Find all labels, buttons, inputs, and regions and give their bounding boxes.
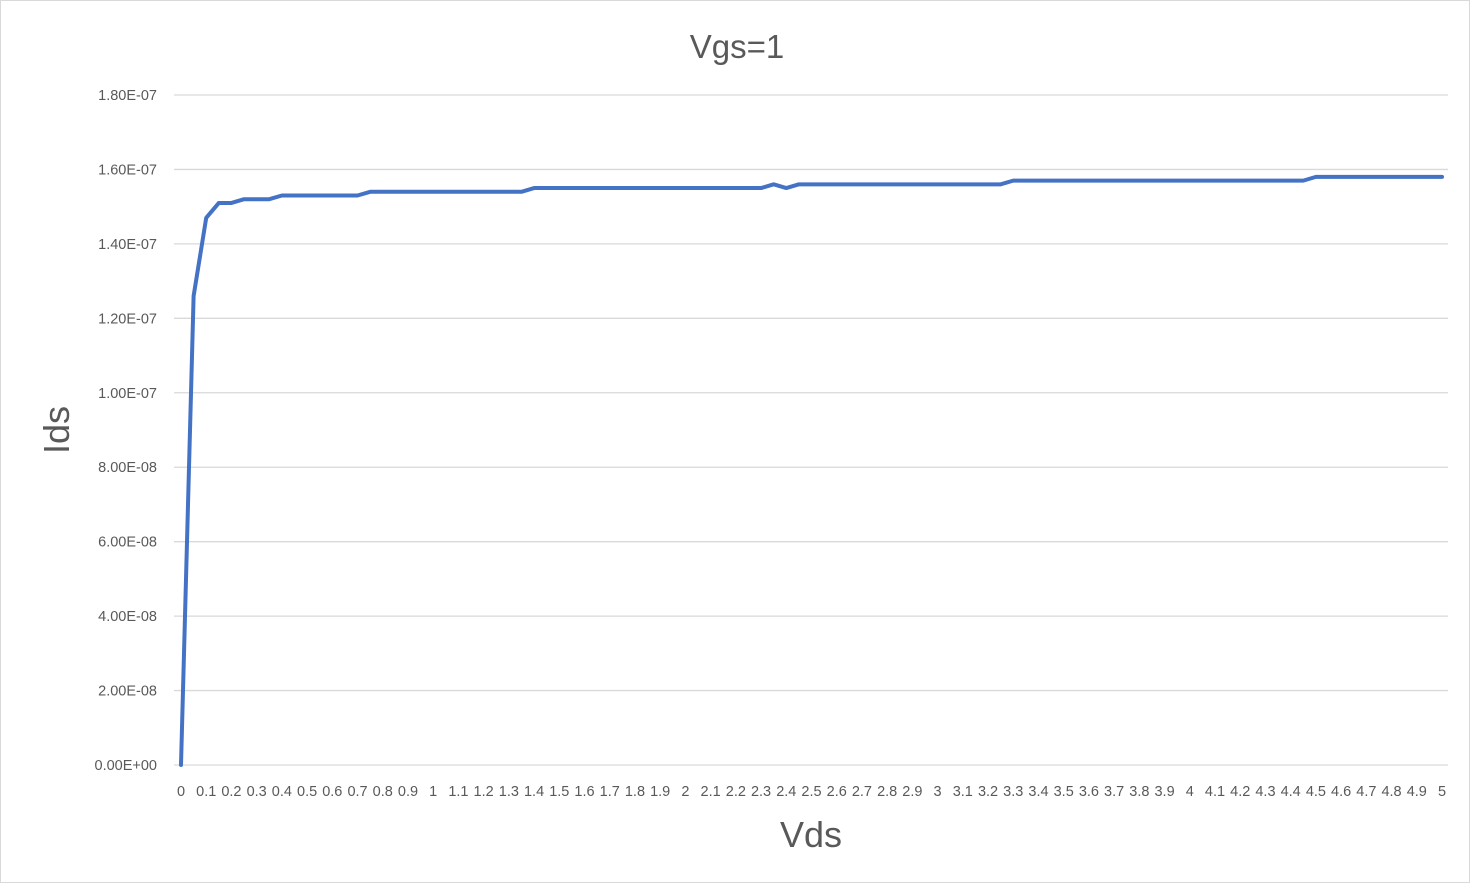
x-tick-label: 3.4 xyxy=(1028,784,1048,800)
x-tick-label: 2 xyxy=(681,784,689,800)
x-tick-label: 0.6 xyxy=(322,784,342,800)
chart-title: Vgs=1 xyxy=(690,28,785,65)
x-tick-label: 4.4 xyxy=(1281,784,1301,800)
x-tick-label: 0 xyxy=(177,784,185,800)
x-tick-label: 3.2 xyxy=(978,784,998,800)
series-layer xyxy=(179,174,1444,767)
x-tick-label: 2.6 xyxy=(827,784,847,800)
x-tick-label: 4 xyxy=(1186,784,1194,800)
x-tick-label: 3 xyxy=(934,784,942,800)
x-tick-label: 3.6 xyxy=(1079,784,1099,800)
x-tick-label: 0.4 xyxy=(272,784,292,800)
x-axis-tick-labels: 0 0.1 0.2 0.3 0.4 0.5 0.6 0.7 0.8 0.9 1 1.1 1.2 1.3 1.… xyxy=(177,784,1446,800)
x-tick-label: 4.8 xyxy=(1381,784,1401,800)
x-axis-title: Vds xyxy=(780,814,842,855)
x-tick-label: 1.5 xyxy=(549,784,569,800)
x-tick-label: 3.5 xyxy=(1054,784,1074,800)
series-line xyxy=(179,174,1444,767)
x-tick-label: 2.2 xyxy=(726,784,746,800)
y-tick-label: 4.00E-08 xyxy=(98,609,157,625)
x-tick-label: 4.5 xyxy=(1306,784,1326,800)
y-tick-label: 1.20E-07 xyxy=(98,311,157,327)
x-tick-label: 2.9 xyxy=(902,784,922,800)
y-tick-label: 6.00E-08 xyxy=(98,535,157,551)
x-tick-label: 3.1 xyxy=(953,784,973,800)
x-tick-label: 5 xyxy=(1438,784,1446,800)
y-tick-label: 1.80E-07 xyxy=(98,88,157,104)
x-tick-label: 2.3 xyxy=(751,784,771,800)
x-tick-label: 1.8 xyxy=(625,784,645,800)
x-tick-label: 4.9 xyxy=(1407,784,1427,800)
y-tick-label: 1.40E-07 xyxy=(98,237,157,253)
x-tick-label: 0.9 xyxy=(398,784,418,800)
x-tick-label: 1.9 xyxy=(650,784,670,800)
x-tick-label: 0.1 xyxy=(196,784,216,800)
x-tick-label: 0.3 xyxy=(247,784,267,800)
x-tick-label: 0.2 xyxy=(221,784,241,800)
x-tick-label: 1.2 xyxy=(474,784,494,800)
x-tick-label: 4.2 xyxy=(1230,784,1250,800)
x-tick-label: 1.1 xyxy=(448,784,468,800)
x-tick-label: 0.5 xyxy=(297,784,317,800)
x-tick-label: 4.7 xyxy=(1356,784,1376,800)
x-tick-label: 2.5 xyxy=(801,784,821,800)
y-axis-tick-labels: 0.00E+00 2.00E-08 4.00E-08 6.00E-08 8.00E-08… xyxy=(95,88,158,774)
x-tick-label: 1 xyxy=(429,784,437,800)
x-tick-label: 3.3 xyxy=(1003,784,1023,800)
x-tick-label: 3.7 xyxy=(1104,784,1124,800)
y-axis-title: Ids xyxy=(36,406,77,454)
x-tick-label: 2.7 xyxy=(852,784,872,800)
y-tick-label: 8.00E-08 xyxy=(98,460,157,476)
y-tick-label: 1.60E-07 xyxy=(98,162,157,178)
y-tick-label: 0.00E+00 xyxy=(95,758,158,774)
x-tick-label: 2.1 xyxy=(701,784,721,800)
x-tick-label: 1.7 xyxy=(600,784,620,800)
x-tick-label: 2.8 xyxy=(877,784,897,800)
x-tick-label: 1.6 xyxy=(574,784,594,800)
x-tick-label: 1.4 xyxy=(524,784,544,800)
x-tick-label: 3.9 xyxy=(1154,784,1174,800)
x-tick-label: 4.3 xyxy=(1255,784,1275,800)
x-tick-label: 0.8 xyxy=(373,784,393,800)
x-tick-label: 4.6 xyxy=(1331,784,1351,800)
gridlines xyxy=(174,94,1448,766)
x-tick-label: 2.4 xyxy=(776,784,796,800)
x-tick-label: 1.3 xyxy=(499,784,519,800)
y-tick-label: 2.00E-08 xyxy=(98,684,157,700)
x-tick-label: 0.7 xyxy=(347,784,367,800)
x-tick-label: 4.1 xyxy=(1205,784,1225,800)
y-tick-label: 1.00E-07 xyxy=(98,386,157,402)
x-tick-label: 3.8 xyxy=(1129,784,1149,800)
